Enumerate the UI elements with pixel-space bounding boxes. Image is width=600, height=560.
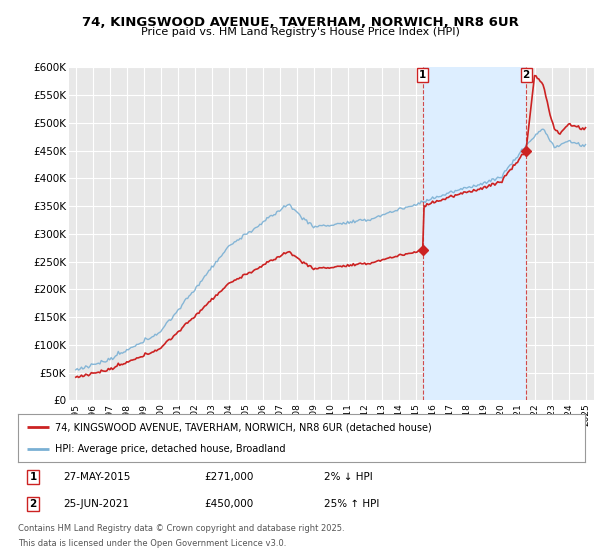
- Text: 2: 2: [523, 70, 530, 80]
- Text: Price paid vs. HM Land Registry's House Price Index (HPI): Price paid vs. HM Land Registry's House …: [140, 27, 460, 37]
- Text: HPI: Average price, detached house, Broadland: HPI: Average price, detached house, Broa…: [55, 444, 286, 454]
- Text: 1: 1: [29, 472, 37, 482]
- Bar: [423, 67, 526, 400]
- Text: Contains HM Land Registry data © Crown copyright and database right 2025.: Contains HM Land Registry data © Crown c…: [18, 524, 344, 533]
- Text: 1: 1: [419, 70, 427, 80]
- Text: 25% ↑ HPI: 25% ↑ HPI: [324, 499, 379, 509]
- Text: 27-MAY-2015: 27-MAY-2015: [63, 472, 130, 482]
- Text: £450,000: £450,000: [204, 499, 253, 509]
- Text: This data is licensed under the Open Government Licence v3.0.: This data is licensed under the Open Gov…: [18, 539, 286, 548]
- Text: 74, KINGSWOOD AVENUE, TAVERHAM, NORWICH, NR8 6UR: 74, KINGSWOOD AVENUE, TAVERHAM, NORWICH,…: [82, 16, 518, 29]
- Text: 2: 2: [29, 499, 37, 509]
- Text: £271,000: £271,000: [204, 472, 253, 482]
- Text: 25-JUN-2021: 25-JUN-2021: [63, 499, 129, 509]
- Text: 74, KINGSWOOD AVENUE, TAVERHAM, NORWICH, NR8 6UR (detached house): 74, KINGSWOOD AVENUE, TAVERHAM, NORWICH,…: [55, 422, 431, 432]
- Text: 2% ↓ HPI: 2% ↓ HPI: [324, 472, 373, 482]
